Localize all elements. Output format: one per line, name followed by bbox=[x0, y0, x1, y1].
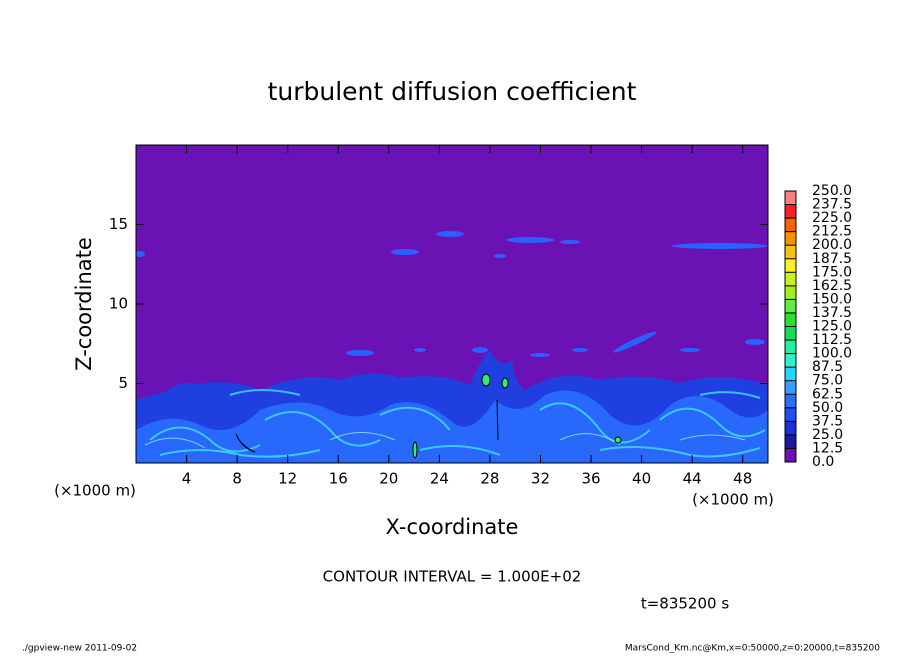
colorbar-label: 175.0 bbox=[812, 264, 852, 280]
field bbox=[136, 231, 768, 463]
x-tick-label: 28 bbox=[480, 470, 499, 488]
colorbar-label: 112.5 bbox=[812, 332, 852, 348]
x-tick-label: 36 bbox=[581, 470, 600, 488]
x-axis-label: X-coordinate bbox=[386, 515, 519, 539]
colorbar-cell bbox=[785, 421, 796, 435]
x-unit: (×1000 m) bbox=[692, 491, 774, 509]
y-axis-label: Z-coordinate bbox=[72, 237, 96, 371]
colorbar-cell bbox=[785, 258, 796, 273]
upper-features bbox=[136, 231, 768, 357]
colorbar-cell bbox=[785, 434, 796, 449]
colorbar-label: 200.0 bbox=[812, 237, 852, 253]
x-tick-label: 24 bbox=[430, 470, 449, 488]
colorbar-cell bbox=[785, 245, 796, 259]
x-tick-label: 20 bbox=[379, 470, 398, 488]
colorbar-label: 225.0 bbox=[812, 210, 852, 226]
colorbar-label: 250.0 bbox=[812, 183, 852, 199]
colorbar-label: 125.0 bbox=[812, 319, 852, 335]
colorbar-cell bbox=[785, 299, 796, 313]
x-tick-label: 32 bbox=[531, 470, 550, 488]
colorbar-label: 0.0 bbox=[812, 454, 834, 470]
colorbar-cell bbox=[785, 340, 796, 354]
colorbar-cell bbox=[785, 272, 796, 286]
colorbar-cell bbox=[785, 407, 796, 422]
colorbar-cell bbox=[785, 326, 796, 341]
colorbar-cell bbox=[785, 367, 796, 381]
colorbar-cell bbox=[785, 353, 796, 368]
colorbar-label: 75.0 bbox=[812, 373, 843, 389]
colorbar-cell bbox=[785, 285, 796, 300]
colorbar-label: 12.5 bbox=[812, 440, 843, 456]
colorbar-cell bbox=[785, 191, 796, 205]
colorbar-label: 137.5 bbox=[812, 305, 852, 321]
contour-interval: CONTOUR INTERVAL = 1.000E+02 bbox=[323, 568, 582, 586]
y-tick-label: 15 bbox=[109, 215, 128, 233]
x-tick-label: 16 bbox=[329, 470, 348, 488]
x-tick-label: 12 bbox=[278, 470, 297, 488]
colorbar-label: 100.0 bbox=[812, 346, 852, 362]
contour-lines bbox=[235, 373, 622, 459]
colorbar-label: 62.5 bbox=[812, 386, 843, 402]
colorbar-cell bbox=[785, 231, 796, 246]
colorbar-label: 37.5 bbox=[812, 413, 843, 429]
x-tick-label: 44 bbox=[683, 470, 702, 488]
colorbar-cell bbox=[785, 380, 796, 395]
y-tick-label: 5 bbox=[118, 374, 128, 392]
y-unit: (×1000 m) bbox=[54, 482, 136, 500]
chart-title: turbulent diffusion coefficient bbox=[268, 77, 637, 106]
y-tick-label: 10 bbox=[109, 295, 128, 313]
colorbar-label: 25.0 bbox=[812, 427, 843, 443]
time-label: t=835200 s bbox=[641, 595, 729, 613]
turbulent-core bbox=[136, 390, 768, 463]
x-tick-label: 40 bbox=[632, 470, 651, 488]
footer-left: ./gpview-new 2011-09-02 bbox=[22, 644, 137, 654]
footer-right: MarsCond_Km.nc@Km,x=0:50000,z=0:20000,t=… bbox=[625, 644, 880, 654]
colorbar-cell bbox=[785, 448, 796, 462]
colorbar-cell bbox=[785, 204, 796, 219]
colorbar-label: 237.5 bbox=[812, 197, 852, 213]
colorbar-label: 150.0 bbox=[812, 291, 852, 307]
colorbar-label: 162.5 bbox=[812, 278, 852, 294]
x-tick-label: 8 bbox=[232, 470, 242, 488]
x-tick-label: 48 bbox=[733, 470, 752, 488]
colorbar-cell bbox=[785, 394, 796, 408]
colorbar-label: 50.0 bbox=[812, 400, 843, 416]
colorbar-label: 212.5 bbox=[812, 224, 852, 240]
colorbar-label: 87.5 bbox=[812, 359, 843, 375]
colorbar-label: 187.5 bbox=[812, 251, 852, 267]
x-tick-label: 4 bbox=[182, 470, 192, 488]
swirls bbox=[149, 389, 766, 458]
colorbar-cell bbox=[785, 218, 796, 232]
colorbar-cell bbox=[785, 312, 796, 327]
